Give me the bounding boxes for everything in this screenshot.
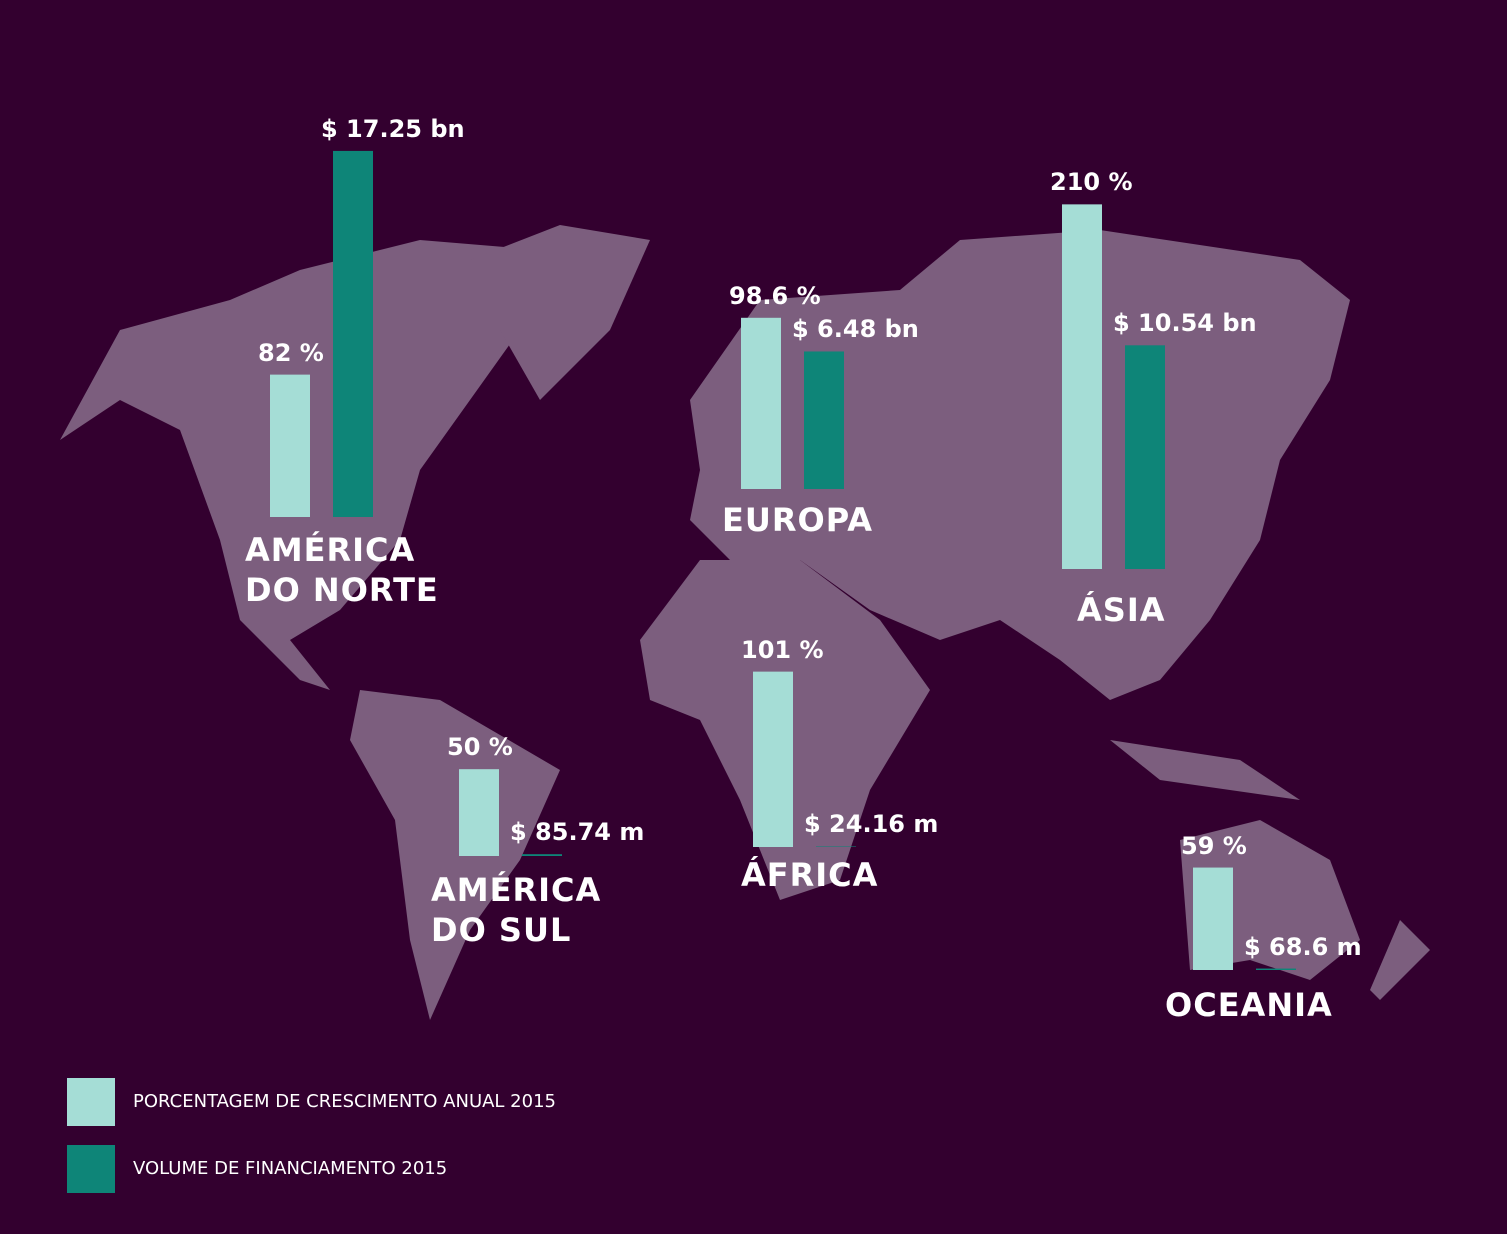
value-label: 101 % [741, 635, 824, 664]
value-label: 98.6 % [729, 281, 821, 310]
bar [1125, 345, 1165, 569]
value-label: $ 68.6 m [1244, 932, 1362, 961]
region-label: AMÉRICA DO SUL [431, 871, 602, 949]
bar [333, 150, 373, 517]
region-label: ÁFRICA [741, 856, 879, 894]
value-label: 59 % [1181, 831, 1247, 860]
bar [1062, 204, 1102, 569]
value-label: $ 24.16 m [804, 810, 939, 839]
region-label: OCEANIA [1165, 986, 1333, 1024]
bar [816, 846, 856, 847]
new-zealand [1370, 920, 1430, 1000]
eurasia [690, 230, 1350, 700]
region-label: EUROPA [722, 501, 873, 539]
bar [1193, 867, 1233, 970]
region-label: AMÉRICA DO NORTE [245, 531, 439, 609]
region-label: ÁSIA [1077, 591, 1166, 629]
value-label: $ 85.74 m [510, 818, 645, 847]
legend-swatch [67, 1078, 115, 1126]
value-label: 210 % [1050, 168, 1133, 197]
greenland [470, 225, 650, 400]
bar [522, 854, 562, 856]
islands [1110, 740, 1300, 800]
value-label: $ 10.54 bn [1113, 309, 1257, 338]
value-label: $ 17.25 bn [321, 114, 465, 143]
bar [804, 351, 844, 489]
bar [753, 671, 793, 847]
bar [741, 317, 781, 489]
bar [1256, 968, 1296, 970]
legend-swatch [67, 1145, 115, 1193]
value-label: 82 % [258, 338, 324, 367]
value-label: $ 6.48 bn [792, 315, 919, 344]
value-label: 50 % [447, 733, 513, 762]
bar [270, 374, 310, 517]
bar [459, 769, 499, 856]
legend-label: PORCENTAGEM DE CRESCIMENTO ANUAL 2015 [133, 1091, 556, 1112]
legend-label: VOLUME DE FINANCIAMENTO 2015 [133, 1158, 448, 1179]
south-america [350, 690, 560, 1020]
